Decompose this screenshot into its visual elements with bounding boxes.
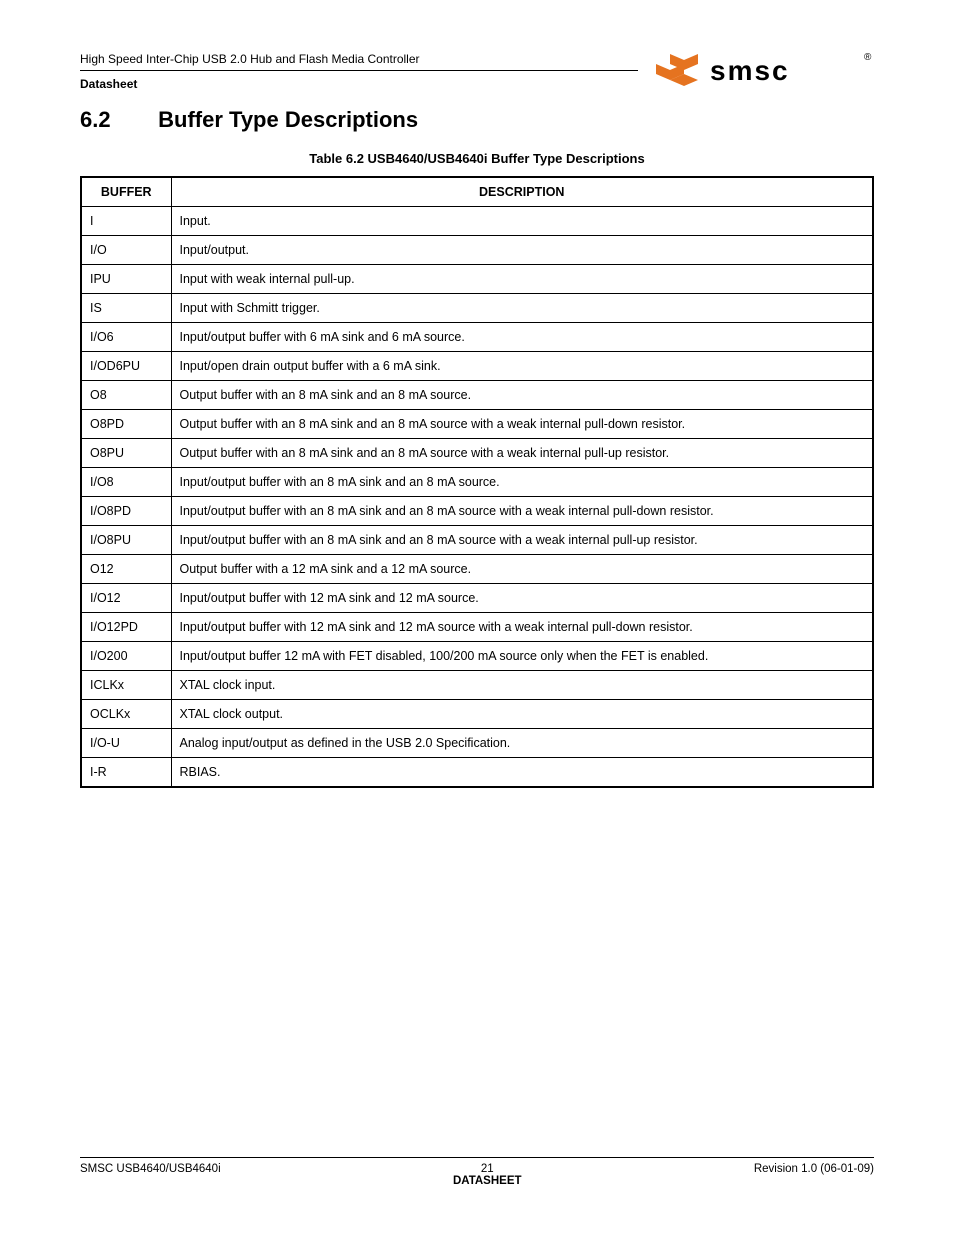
logo-text: smsc: [710, 55, 790, 86]
cell-description: Input/output buffer with 6 mA sink and 6…: [171, 323, 873, 352]
table-row: OCLKxXTAL clock output.: [81, 700, 873, 729]
table-row: ISInput with Schmitt trigger.: [81, 294, 873, 323]
doc-title: High Speed Inter-Chip USB 2.0 Hub and Fl…: [80, 52, 638, 66]
col-header-description: DESCRIPTION: [171, 177, 873, 207]
table-row: O8Output buffer with an 8 mA sink and an…: [81, 381, 873, 410]
cell-description: XTAL clock input.: [171, 671, 873, 700]
table-row: I-RRBIAS.: [81, 758, 873, 788]
cell-description: Input.: [171, 207, 873, 236]
cell-description: Output buffer with an 8 mA sink and an 8…: [171, 381, 873, 410]
table-header-row: BUFFER DESCRIPTION: [81, 177, 873, 207]
registered-mark: ®: [864, 52, 872, 63]
table-row: I/OD6PUInput/open drain output buffer wi…: [81, 352, 873, 381]
cell-buffer: I: [81, 207, 171, 236]
cell-description: Input/output buffer with an 8 mA sink an…: [171, 497, 873, 526]
table-row: O8PUOutput buffer with an 8 mA sink and …: [81, 439, 873, 468]
table-row: IPUInput with weak internal pull-up.: [81, 265, 873, 294]
cell-buffer: I/O6: [81, 323, 171, 352]
buffer-type-table: BUFFER DESCRIPTION IInput.I/OInput/outpu…: [80, 176, 874, 788]
section-title: Buffer Type Descriptions: [158, 107, 418, 132]
table-row: I/O12Input/output buffer with 12 mA sink…: [81, 584, 873, 613]
table-row: O8PDOutput buffer with an 8 mA sink and …: [81, 410, 873, 439]
table-row: I/O8PDInput/output buffer with an 8 mA s…: [81, 497, 873, 526]
cell-buffer: O12: [81, 555, 171, 584]
table-row: O12Output buffer with a 12 mA sink and a…: [81, 555, 873, 584]
cell-description: Input/output buffer with an 8 mA sink an…: [171, 468, 873, 497]
table-row: I/OInput/output.: [81, 236, 873, 265]
table-row: I/O-UAnalog input/output as defined in t…: [81, 729, 873, 758]
cell-description: Input/open drain output buffer with a 6 …: [171, 352, 873, 381]
footer-datasheet-label: DATASHEET: [453, 1175, 522, 1187]
cell-description: Input/output buffer with 12 mA sink and …: [171, 584, 873, 613]
logo: smsc ®: [654, 48, 874, 97]
cell-description: Output buffer with an 8 mA sink and an 8…: [171, 439, 873, 468]
cell-description: Input with weak internal pull-up.: [171, 265, 873, 294]
footer-right: Revision 1.0 (06-01-09): [754, 1163, 874, 1187]
header-rule: [80, 70, 638, 71]
cell-description: Input with Schmitt trigger.: [171, 294, 873, 323]
page: High Speed Inter-Chip USB 2.0 Hub and Fl…: [0, 0, 954, 1235]
cell-buffer: I-R: [81, 758, 171, 788]
table-row: I/O200Input/output buffer 12 mA with FET…: [81, 642, 873, 671]
cell-buffer: IS: [81, 294, 171, 323]
table-row: IInput.: [81, 207, 873, 236]
page-footer: SMSC USB4640/USB4640i 21 DATASHEET Revis…: [80, 1157, 874, 1187]
cell-description: XTAL clock output.: [171, 700, 873, 729]
cell-buffer: O8: [81, 381, 171, 410]
cell-buffer: I/O8PU: [81, 526, 171, 555]
datasheet-label: Datasheet: [80, 77, 638, 91]
table-row: I/O6Input/output buffer with 6 mA sink a…: [81, 323, 873, 352]
cell-buffer: I/O8PD: [81, 497, 171, 526]
cell-description: Input/output buffer with 12 mA sink and …: [171, 613, 873, 642]
col-header-buffer: BUFFER: [81, 177, 171, 207]
cell-buffer: I/OD6PU: [81, 352, 171, 381]
section-number: 6.2: [80, 107, 152, 133]
cell-buffer: I/O12PD: [81, 613, 171, 642]
smsc-logo-icon: smsc ®: [654, 48, 874, 92]
cell-description: Input/output.: [171, 236, 873, 265]
cell-buffer: O8PD: [81, 410, 171, 439]
table-row: I/O8Input/output buffer with an 8 mA sin…: [81, 468, 873, 497]
cell-description: RBIAS.: [171, 758, 873, 788]
table-row: I/O8PUInput/output buffer with an 8 mA s…: [81, 526, 873, 555]
cell-description: Analog input/output as defined in the US…: [171, 729, 873, 758]
cell-buffer: O8PU: [81, 439, 171, 468]
cell-buffer: I/O12: [81, 584, 171, 613]
cell-buffer: I/O: [81, 236, 171, 265]
table-caption: Table 6.2 USB4640/USB4640i Buffer Type D…: [80, 151, 874, 166]
footer-left: SMSC USB4640/USB4640i: [80, 1163, 221, 1187]
table-body: IInput.I/OInput/output.IPUInput with wea…: [81, 207, 873, 788]
section-heading: 6.2 Buffer Type Descriptions: [80, 107, 874, 133]
cell-buffer: ICLKx: [81, 671, 171, 700]
table-row: I/O12PDInput/output buffer with 12 mA si…: [81, 613, 873, 642]
cell-description: Input/output buffer 12 mA with FET disab…: [171, 642, 873, 671]
cell-buffer: I/O-U: [81, 729, 171, 758]
table-row: ICLKxXTAL clock input.: [81, 671, 873, 700]
header-left: High Speed Inter-Chip USB 2.0 Hub and Fl…: [80, 52, 638, 91]
cell-buffer: I/O200: [81, 642, 171, 671]
cell-description: Output buffer with a 12 mA sink and a 12…: [171, 555, 873, 584]
cell-buffer: I/O8: [81, 468, 171, 497]
cell-buffer: OCLKx: [81, 700, 171, 729]
cell-buffer: IPU: [81, 265, 171, 294]
page-number: 21: [481, 1163, 494, 1175]
page-header: High Speed Inter-Chip USB 2.0 Hub and Fl…: [80, 52, 874, 97]
cell-description: Input/output buffer with an 8 mA sink an…: [171, 526, 873, 555]
footer-center: 21 DATASHEET: [221, 1163, 754, 1187]
cell-description: Output buffer with an 8 mA sink and an 8…: [171, 410, 873, 439]
